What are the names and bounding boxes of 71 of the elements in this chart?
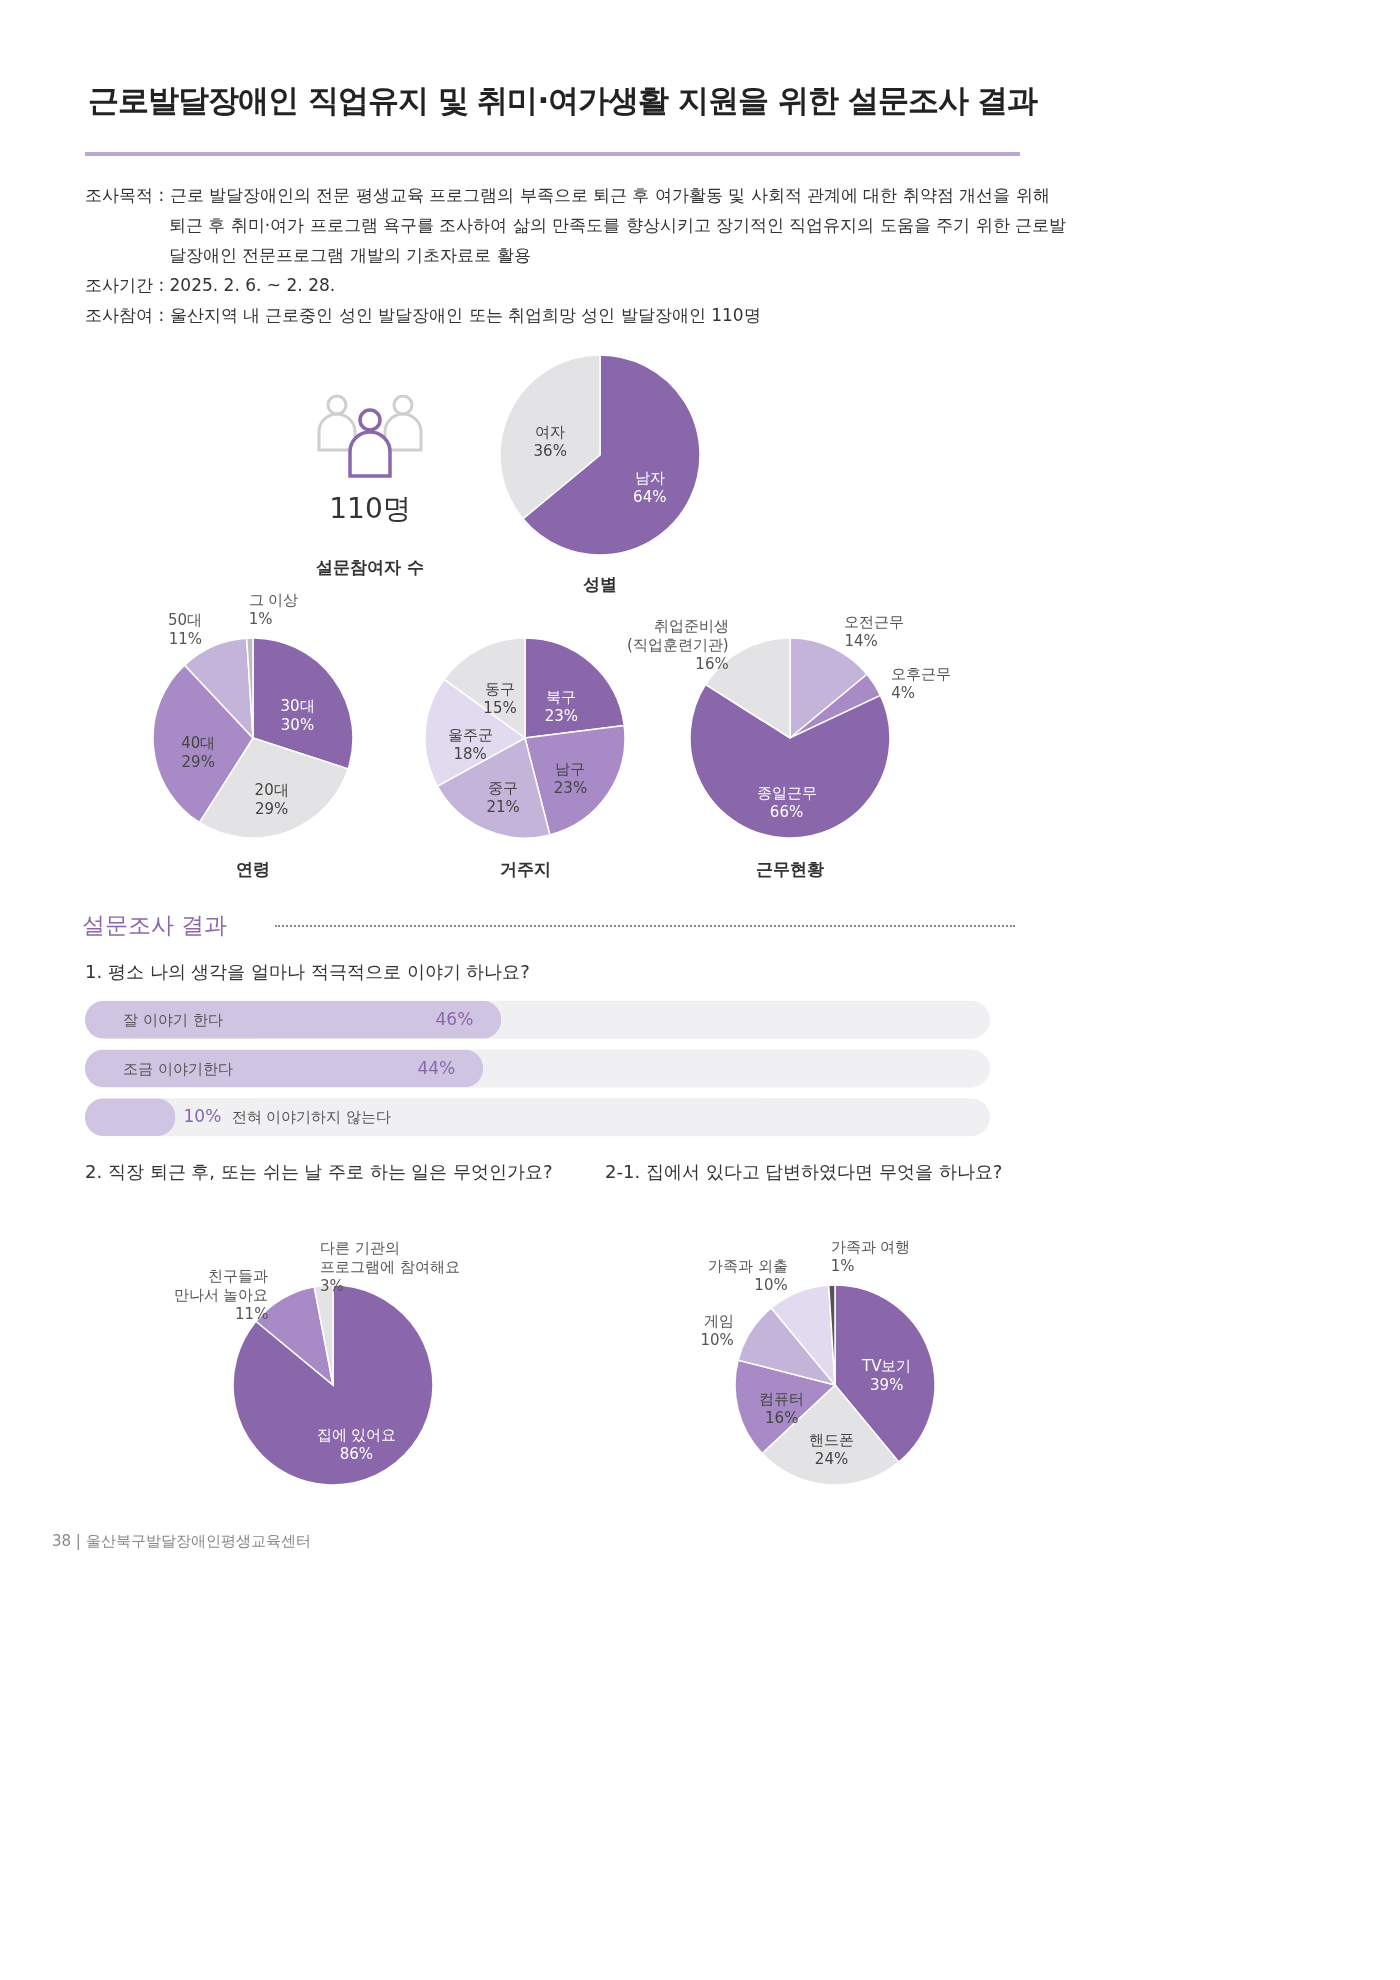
text: 거주지 xyxy=(498,858,552,881)
data-label: 14% xyxy=(844,632,878,651)
slice-label: 동구 xyxy=(485,679,516,698)
chart-title: 2-1. 집에서 있다고 답변하였다면 무엇을 하나요? xyxy=(605,1160,1003,1184)
slice-label: 다른 기관의 프로그램에 참여해요 xyxy=(320,1238,460,1276)
slice-label: 20대 xyxy=(254,780,289,799)
slice-label: 울주군 xyxy=(447,725,493,744)
slice-label: 40대 xyxy=(181,734,216,753)
slice-label: 취업준비생 (직업훈련기관) xyxy=(626,617,729,655)
data-label: 15% xyxy=(483,698,517,717)
data-label: 24% xyxy=(814,1449,849,1468)
text: 38 | 울산북구발달장애인평생교육센터 xyxy=(52,1532,311,1551)
data-label: 44% xyxy=(417,1057,456,1078)
slice-label: 여자 xyxy=(535,422,566,441)
data-label: 64% xyxy=(633,488,667,507)
chart-title: 2. 직장 퇴근 후, 또는 쉬는 날 주로 하는 일은 무엇인가요? xyxy=(85,1160,553,1184)
data-label: 1% xyxy=(830,1257,855,1276)
data-label: 10% xyxy=(183,1106,222,1127)
text: 조사참여 : 울산지역 내 근로중인 성인 발달장애인 또는 취업희망 성인 발달장애인 110명 xyxy=(85,304,762,327)
slice-label: 친구들과 만나서 놀아요 xyxy=(173,1266,269,1304)
data-label: 30% xyxy=(280,715,315,734)
category-label: 잘 이야기 한다 xyxy=(123,1010,223,1029)
data-label: 39% xyxy=(870,1376,904,1395)
data-label: 21% xyxy=(486,798,520,817)
slice-label: 가족과 외출 xyxy=(707,1256,788,1275)
data-label: 16% xyxy=(765,1408,799,1427)
category-label: 조금 이야기한다 xyxy=(123,1059,233,1078)
slice-label: 북구 xyxy=(546,687,577,706)
data-label: 86% xyxy=(339,1444,374,1463)
data-label: 10% xyxy=(754,1275,788,1294)
data-label: 10% xyxy=(700,1330,734,1349)
slice-label: 오후근무 xyxy=(891,664,952,683)
data-label: 11% xyxy=(235,1304,269,1323)
text: 연령 xyxy=(235,858,271,881)
chart-title: 1. 평소 나의 생각을 얼마나 적극적으로 이야기 하나요? xyxy=(85,960,530,984)
slice-label: 남구 xyxy=(555,759,586,778)
slice-label: 50대 xyxy=(168,611,203,630)
text: 근무현황 xyxy=(755,858,825,881)
data-label: 29% xyxy=(254,799,289,818)
slice-label: 게임 xyxy=(703,1311,734,1330)
slice-label: 남자 xyxy=(634,469,665,488)
slice-label: 집에 있어요 xyxy=(316,1425,397,1444)
slice-label: 중구 xyxy=(488,779,519,798)
data-label: 66% xyxy=(769,802,804,821)
slice-label: TV보기 xyxy=(861,1357,912,1376)
data-label: 23% xyxy=(544,706,579,725)
data-label: 3% xyxy=(320,1276,344,1295)
data-label: 11% xyxy=(168,630,203,649)
category-label: 전혀 이야기하지 않는다 xyxy=(231,1108,392,1127)
text: 조사목적 : 근로 발달장애인의 전문 평생교육 프로그램의 부족으로 퇴근 후 여가활동 및 사회적 관계에 대한 취약점 개선을 위해 퇴근 후 취미·여가 프로그램 욕구를 조사하여 삶의 만족도를 향상시키고 장기적인 직업유지의 도움을 주기 위한 근로발달장애인 전문프로그램 개발의 기초자료로 활용 xyxy=(85,184,1068,267)
data-label: 1% xyxy=(248,610,273,629)
data-label: 23% xyxy=(553,778,588,797)
text: 성별 xyxy=(583,574,617,594)
slice-label: 그 이상 xyxy=(248,591,299,610)
data-label: 46% xyxy=(435,1008,474,1029)
data-label: 18% xyxy=(453,744,487,763)
slice-label: 컴퓨터 xyxy=(759,1389,805,1408)
data-label: 36% xyxy=(533,441,567,460)
slice-label: 종일근무 xyxy=(756,783,817,802)
text: 110명 xyxy=(328,491,412,527)
text: 근로발달장애인 직업유지 및 취미·여가생활 지원을 위한 설문조사 결과 xyxy=(88,81,1038,120)
slice-label: 오전근무 xyxy=(844,613,905,632)
data-label: 29% xyxy=(181,753,215,772)
slice-label: 핸드폰 xyxy=(809,1430,855,1449)
text: 설문조사 결과 xyxy=(82,911,228,940)
slice-label: 가족과 여행 xyxy=(830,1238,911,1257)
text: 조사기간 : 2025. 2. 6. ~ 2. 28. xyxy=(85,274,337,297)
slice-label: 30대 xyxy=(280,696,315,715)
text: 설문참여자 수 xyxy=(315,556,425,579)
data-label: 4% xyxy=(891,683,915,702)
data-label: 16% xyxy=(695,655,729,674)
